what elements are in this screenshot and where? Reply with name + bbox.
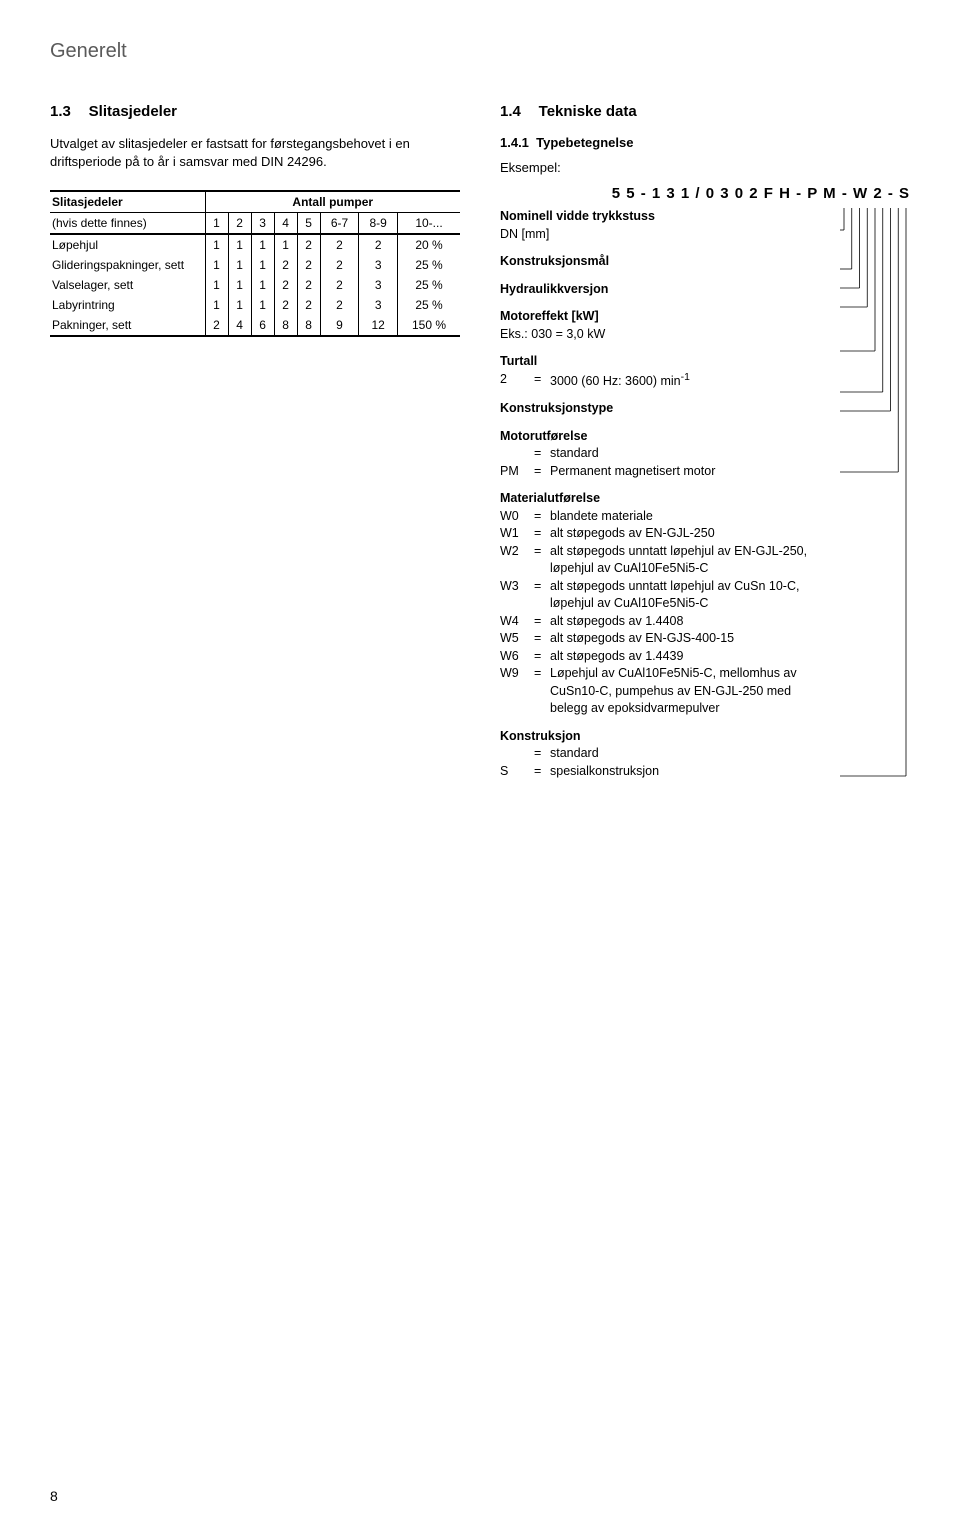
cell: 1 [205,295,228,315]
def-row: =standard [500,745,832,763]
def-row: W2=alt støpegods unntatt løpehjul av EN-… [500,543,832,578]
cell: 2 [320,234,359,255]
def-row: W3=alt støpegods unntatt løpehjul av CuS… [500,578,832,613]
def-row: W1=alt støpegods av EN-GJL-250 [500,525,832,543]
cell: 8 [274,315,297,336]
leader-lines [840,208,910,1078]
cell: 1 [205,255,228,275]
cell: 2 [274,295,297,315]
type-code: 5 5 - 1 3 1 / 0 3 0 2 F H - P M - W 2 - … [500,185,910,202]
cell: 2 [274,255,297,275]
cell: 20 % [398,234,461,255]
def-label: Hydraulikkversjon [500,281,832,299]
cell: 1 [251,275,274,295]
cell: 2 [297,255,320,275]
def-row: W6=alt støpegods av 1.4439 [500,648,832,666]
col-head: 8-9 [359,213,398,235]
cell: 1 [251,234,274,255]
cell: 2 [274,275,297,295]
def-label: Konstruksjonsmål [500,253,832,271]
th-sub-left: (hvis dette finnes) [50,213,205,235]
cell: 2 [320,255,359,275]
def-label: Materialutførelse [500,490,832,508]
sec14-num: 1.4 [500,103,521,120]
page-number: 8 [50,1488,58,1504]
sec141-num: 1.4.1 [500,135,529,150]
cell: 25 % [398,255,461,275]
col-head: 1 [205,213,228,235]
def-row: W4=alt støpegods av 1.4408 [500,613,832,631]
cell: 3 [359,255,398,275]
cell: 1 [228,275,251,295]
cell: 1 [228,295,251,315]
cell: 8 [297,315,320,336]
running-head: Generelt [50,40,910,63]
sec14-title: Tekniske data [539,103,637,120]
row-label: Valselager, sett [50,275,205,295]
cell: 2 [297,275,320,295]
cell: 1 [228,255,251,275]
def-label: Konstruksjon [500,728,832,746]
col-head: 10-... [398,213,461,235]
cell: 150 % [398,315,461,336]
def-label: Motoreffekt [kW] [500,308,832,326]
example-label: Eksempel: [500,160,910,175]
sec13-num: 1.3 [50,103,71,120]
cell: 3 [359,295,398,315]
cell: 6 [251,315,274,336]
def-row: S=spesialkonstruksjon [500,763,832,781]
def-label: Nominell vidde trykkstuss [500,208,832,226]
sec13-body: Utvalget av slitasjedeler er fastsatt fo… [50,135,460,170]
cell: 1 [228,234,251,255]
sec141-title: Typebetegnelse [536,135,633,150]
def-label: Konstruksjonstype [500,400,832,418]
col-head: 4 [274,213,297,235]
cell: 3 [359,275,398,295]
def-row: 2=3000 (60 Hz: 3600) min-1 [500,371,832,391]
cell: 2 [320,275,359,295]
def-row: PM=Permanent magnetisert motor [500,463,832,481]
def-row: =standard [500,445,832,463]
col-head: 5 [297,213,320,235]
cell: 4 [228,315,251,336]
cell: 9 [320,315,359,336]
def-label: Motorutførelse [500,428,832,446]
row-label: Glideringspakninger, sett [50,255,205,275]
cell: 25 % [398,295,461,315]
def-text: DN [mm] [500,226,832,244]
th-right: Antall pumper [205,191,460,213]
wear-parts-table: Slitasjedeler Antall pumper (hvis dette … [50,190,460,337]
row-label: Labyrintring [50,295,205,315]
cell: 12 [359,315,398,336]
sec13-title: Slitasjedeler [89,103,177,120]
def-row: W0=blandete materiale [500,508,832,526]
cell: 25 % [398,275,461,295]
row-label: Løpehjul [50,234,205,255]
cell: 2 [297,295,320,315]
row-label: Pakninger, sett [50,315,205,336]
cell: 1 [251,295,274,315]
th-left: Slitasjedeler [50,191,205,213]
def-row: W5=alt støpegods av EN-GJS-400-15 [500,630,832,648]
cell: 1 [274,234,297,255]
cell: 1 [251,255,274,275]
col-head: 6-7 [320,213,359,235]
cell: 1 [205,234,228,255]
cell: 1 [205,275,228,295]
col-head: 3 [251,213,274,235]
cell: 2 [320,295,359,315]
def-label: Turtall [500,353,832,371]
def-row: W9=Løpehjul av CuAl10Fe5Ni5-C, mellomhus… [500,665,832,718]
cell: 2 [297,234,320,255]
cell: 2 [205,315,228,336]
def-text: Eks.: 030 = 3,0 kW [500,326,832,344]
col-head: 2 [228,213,251,235]
cell: 2 [359,234,398,255]
